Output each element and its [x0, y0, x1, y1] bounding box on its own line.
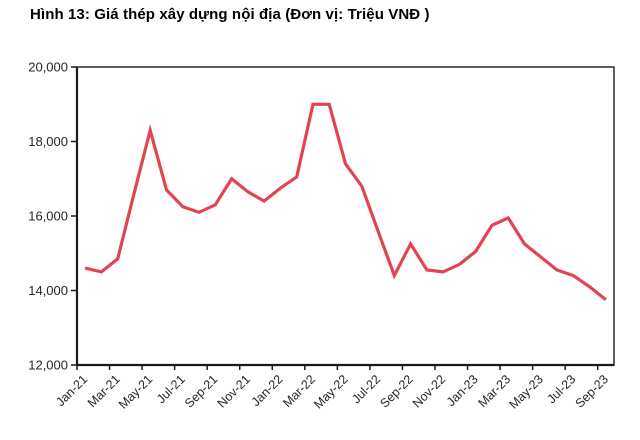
x-axis-tick-label: Sep-23 [573, 372, 611, 410]
x-axis-tick-label: Jan-23 [444, 372, 481, 409]
chart-title: Hình 13: Giá thép xây dựng nội địa (Đơn … [30, 6, 430, 23]
x-axis-tick-label: May-22 [311, 372, 350, 411]
steel-price-line [84, 102, 607, 302]
y-axis-tick-label: 20,000 [28, 60, 68, 75]
x-axis-tick-label: Nov-22 [410, 372, 448, 410]
plot-border [76, 66, 615, 366]
x-axis-tick-label: Sep-22 [377, 372, 415, 410]
x-axis-tick-label: May-21 [116, 372, 155, 411]
x-axis-tick-label: Jan-21 [53, 372, 90, 409]
x-axis-tick-label: Jan-22 [249, 372, 286, 409]
x-axis-tick-label: Mar-23 [475, 372, 513, 410]
x-axis-tick-label: Nov-21 [215, 372, 253, 410]
y-axis-tick-label: 16,000 [28, 209, 68, 224]
y-axis-tick-label: 18,000 [28, 134, 68, 149]
y-axis-tick-label: 12,000 [28, 358, 68, 373]
x-axis-tick-label: Mar-21 [85, 372, 123, 410]
x-axis-tick-label: Sep-21 [182, 372, 220, 410]
x-axis-tick-label: Mar-22 [280, 372, 318, 410]
y-axis-tick-label: 14,000 [28, 283, 68, 298]
x-axis-tick-label: May-23 [507, 372, 546, 411]
